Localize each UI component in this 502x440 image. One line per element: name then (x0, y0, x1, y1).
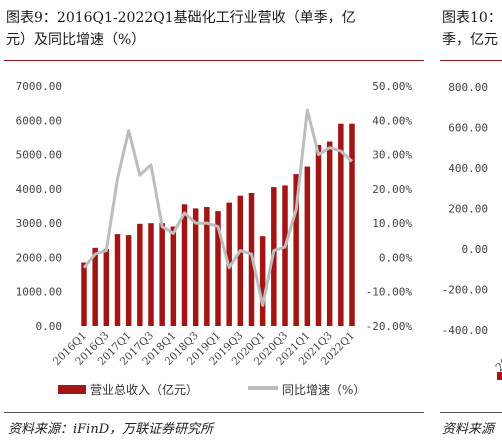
revenue-bar (181, 204, 188, 326)
revenue-bar (315, 144, 322, 326)
side-source-note: 资料来源 (442, 422, 495, 437)
revenue-bar (92, 247, 98, 326)
right-axis-tick-label: 0.00% (379, 251, 412, 264)
right-axis-tick-label: 10.00% (372, 217, 412, 230)
side-axis-tick-label: 800.00 (448, 81, 488, 94)
side-figure-title-line2: 季，亿元 (442, 32, 498, 48)
figure-title-line1: 图表9：2016Q1-2022Q1基础化工行业营收（单季，亿 (6, 10, 356, 26)
left-axis-tick-label: 0.00 (36, 320, 63, 333)
revenue-bar (114, 234, 121, 326)
side-figure-title-line1: 图表10： (442, 10, 502, 26)
revenue-bar (81, 262, 87, 326)
side-source-rule (440, 412, 502, 413)
side-figure-title: 图表10： 季，亿元 (442, 7, 502, 51)
right-axis-tick-label: 30.00% (372, 149, 412, 162)
side-axis-ticks: 800.00 600.00 400.00 200.00 0.00 -200.00 -400.… (442, 81, 488, 337)
legend-bar-swatch (58, 385, 86, 394)
right-axis-tick-label: -20.00% (366, 320, 413, 333)
revenue-bar (125, 235, 132, 326)
revenue-bar (204, 207, 210, 326)
revenue-bar (170, 226, 177, 326)
revenue-bar (293, 174, 299, 326)
left-axis-tick-label: 3000.00 (16, 217, 62, 230)
chart-legend: 营业总收入（亿元） 同比增速（%） (58, 382, 365, 397)
figure-title-line2: 元）及同比增速（%） (6, 32, 146, 48)
left-axis-tick-label: 6000.00 (16, 114, 62, 127)
side-axis-tick-label: 200.00 (448, 203, 488, 216)
legend-line-swatch (248, 386, 278, 390)
right-axis-tick-label: 50.00% (372, 80, 412, 93)
revenue-bar (326, 141, 333, 326)
revenue-bar (349, 123, 355, 326)
right-axis-tick-label: 40.00% (372, 114, 412, 127)
revenue-bar (282, 185, 288, 326)
side-bar-fragment (497, 372, 502, 380)
side-x-tick: 2016 (493, 345, 502, 374)
side-axis-tick-label: 0.00 (462, 243, 489, 256)
figure-title: 图表9：2016Q1-2022Q1基础化工行业营收（单季，亿 元）及同比增速（%… (6, 7, 426, 51)
side-axis-tick-label: -400.00 (442, 324, 488, 337)
right-axis-tick-label: 20.00% (372, 183, 412, 196)
side-axis-tick-label: 400.00 (448, 162, 488, 175)
revenue-bar (148, 223, 154, 326)
left-axis-ticks: 7000.00 6000.00 5000.00 4000.00 3000.00 2000.… (16, 80, 62, 333)
revenue-bar (192, 208, 199, 326)
side-axis-tick-label: -200.00 (442, 284, 488, 297)
main-chart: 7000.00 6000.00 5000.00 4000.00 3000.00 2000.… (16, 80, 502, 397)
revenue-bar (338, 123, 344, 326)
x-axis-ticks: 2016Q12016Q32017Q12017Q32018Q12018Q32019… (51, 330, 357, 368)
source-rule (4, 412, 424, 413)
side-axis-tick-label: 600.00 (448, 122, 488, 135)
right-axis-ticks: 50.00% 40.00% 30.00% 20.00% 10.00% 0.00% -10.0… (366, 80, 413, 333)
left-axis-tick-label: 4000.00 (16, 183, 62, 196)
revenue-bar (137, 223, 143, 326)
source-note: 资料来源：iFinD，万联证券研究所 (8, 422, 214, 437)
revenue-bar (159, 223, 165, 326)
yoy-growth-line (82, 108, 354, 307)
left-axis-tick-label: 7000.00 (16, 80, 62, 93)
legend-line-label: 同比增速（%） (282, 383, 365, 397)
right-axis-tick-label: -10.00% (366, 286, 413, 299)
left-axis-tick-label: 1000.00 (16, 286, 62, 299)
title-rule (4, 60, 424, 61)
revenue-bar (103, 248, 110, 326)
revenue-bar (215, 211, 221, 326)
left-axis-tick-label: 5000.00 (16, 149, 62, 162)
legend-bar-label: 营业总收入（亿元） (90, 382, 198, 397)
left-axis-tick-label: 2000.00 (16, 251, 62, 264)
revenue-bar (237, 195, 244, 326)
revenue-bar (304, 166, 311, 326)
revenue-bar (259, 236, 266, 326)
side-title-rule (440, 60, 502, 61)
